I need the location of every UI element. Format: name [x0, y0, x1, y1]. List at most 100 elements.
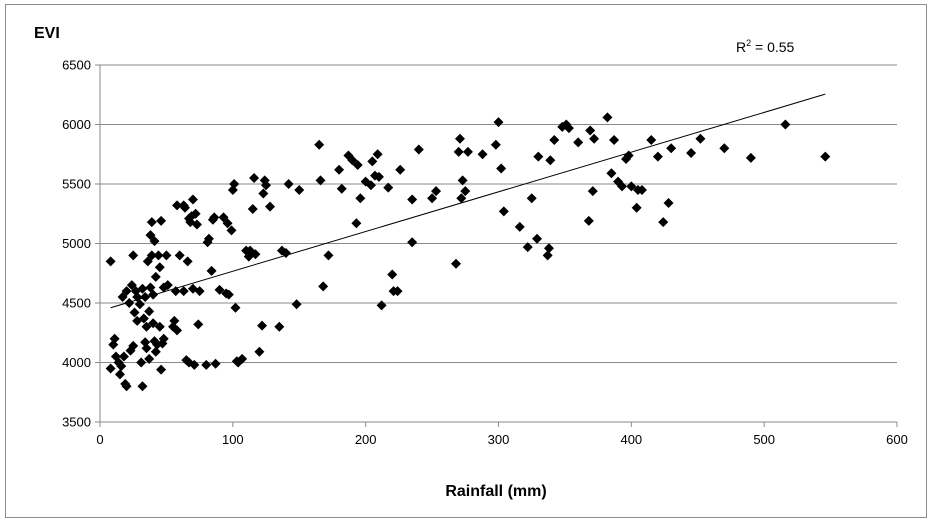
data-point	[617, 181, 628, 192]
data-point	[543, 243, 554, 254]
x-tick-label: 100	[222, 432, 244, 447]
data-point	[549, 134, 560, 145]
data-point	[254, 346, 265, 357]
data-point	[121, 381, 132, 392]
data-point	[156, 364, 167, 375]
data-point	[462, 146, 473, 157]
x-tick-label: 600	[886, 432, 908, 447]
data-point	[158, 333, 169, 344]
data-point	[172, 325, 183, 336]
data-point	[148, 289, 159, 300]
data-point	[413, 144, 424, 155]
data-point	[283, 179, 294, 189]
data-point	[265, 201, 276, 212]
data-point	[490, 139, 501, 150]
data-point	[585, 125, 596, 136]
x-tick-label: 500	[753, 432, 775, 447]
data-point	[146, 217, 157, 228]
data-point	[526, 193, 537, 204]
data-point	[105, 363, 116, 374]
data-point	[229, 179, 240, 189]
data-point	[587, 186, 598, 197]
data-points	[105, 112, 831, 392]
data-point	[532, 233, 543, 244]
data-point	[372, 149, 383, 160]
data-point	[453, 146, 464, 157]
data-point	[194, 286, 205, 297]
y-tick-label: 5000	[62, 236, 91, 251]
data-point	[182, 256, 193, 267]
x-tick-label: 400	[620, 432, 642, 447]
data-point	[153, 250, 164, 261]
data-point	[140, 292, 151, 303]
data-point	[109, 333, 120, 344]
data-point	[314, 139, 325, 150]
data-point	[154, 262, 165, 273]
data-point	[460, 186, 471, 197]
data-point	[663, 198, 674, 209]
data-point	[347, 155, 358, 166]
data-point	[162, 280, 173, 291]
data-point	[201, 359, 212, 370]
data-point	[427, 193, 438, 204]
data-point	[294, 184, 305, 195]
data-point	[686, 148, 697, 159]
data-point	[392, 286, 403, 297]
data-point	[121, 286, 132, 297]
trendline-layer	[110, 93, 826, 309]
y-tick-label: 4500	[62, 296, 91, 311]
data-point	[134, 299, 145, 310]
r-squared-annotation: R2 = 0.55	[736, 38, 795, 55]
data-point	[114, 369, 125, 380]
data-point	[606, 168, 617, 179]
data-point	[172, 200, 183, 211]
data-point	[351, 218, 362, 229]
data-point	[148, 318, 159, 329]
data-point	[780, 119, 791, 130]
data-point	[141, 343, 152, 354]
data-point	[144, 353, 155, 364]
data-point	[209, 212, 220, 223]
y-tick-label: 6500	[62, 58, 91, 73]
data-point	[137, 283, 148, 294]
data-point	[450, 258, 461, 269]
x-axis-title: Rainfall (mm)	[445, 483, 546, 500]
data-point	[178, 286, 189, 297]
data-point	[498, 206, 509, 217]
y-tick-label: 4000	[62, 355, 91, 370]
data-point	[387, 269, 398, 280]
data-point	[456, 193, 467, 204]
data-point	[203, 233, 214, 244]
data-point	[545, 155, 556, 166]
data-point	[230, 302, 241, 313]
data-point	[250, 249, 261, 260]
data-point	[214, 284, 225, 295]
data-point	[138, 313, 149, 324]
data-point	[257, 320, 268, 331]
r-squared-value: = 0.55	[751, 39, 794, 55]
data-point	[522, 242, 533, 253]
data-point	[170, 286, 181, 297]
data-point	[190, 208, 201, 219]
chart-frame	[5, 4, 927, 518]
data-point	[457, 175, 468, 186]
data-point	[274, 321, 285, 332]
r-squared-superscript: 2	[746, 38, 751, 48]
axes	[95, 64, 898, 427]
data-point	[336, 183, 347, 194]
data-point	[226, 225, 237, 236]
data-point	[174, 250, 185, 261]
data-point	[169, 315, 180, 326]
data-point	[589, 133, 600, 144]
data-point	[237, 353, 248, 364]
data-point	[249, 173, 260, 184]
data-point	[395, 164, 406, 175]
trendline	[110, 93, 826, 309]
x-tick-label: 300	[488, 432, 510, 447]
data-point	[431, 186, 442, 197]
data-point	[105, 256, 116, 267]
data-point	[533, 151, 544, 162]
data-point	[454, 133, 465, 144]
data-point	[658, 217, 669, 228]
